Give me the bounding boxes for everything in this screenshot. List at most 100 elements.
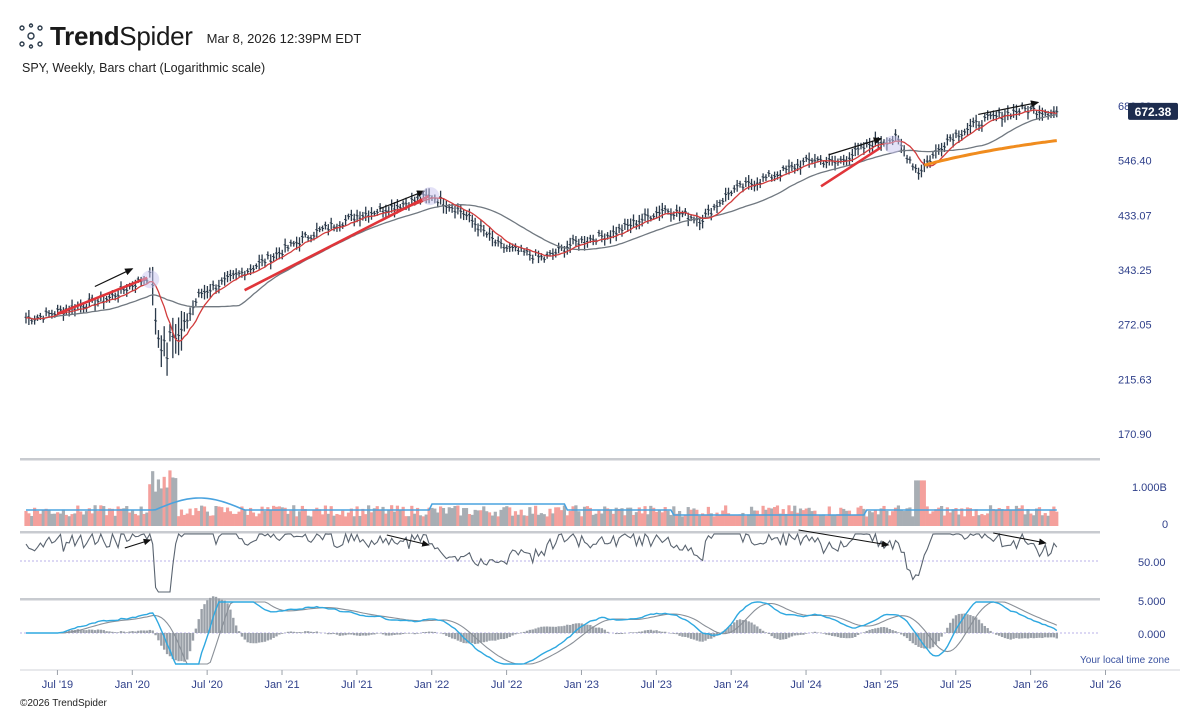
price-bar (859, 142, 863, 150)
macd-histogram-bar (399, 633, 402, 635)
volume-bar (888, 515, 892, 526)
price-bar (200, 288, 204, 299)
volume-bar (513, 511, 518, 526)
price-bar (853, 142, 857, 157)
volume-bar (804, 508, 808, 526)
volume-bar (372, 508, 376, 526)
volume-pane (24, 470, 1059, 526)
macd-histogram-bar (568, 624, 572, 633)
macd-histogram-bar (828, 633, 831, 636)
macd-histogram-bar (450, 633, 454, 639)
local-time-zone-link[interactable]: Your local time zone (1080, 655, 1170, 666)
macd-histogram-bar (82, 629, 85, 633)
price-bar (482, 224, 486, 237)
volume-bar (277, 506, 281, 526)
chart-subtitle: SPY, Weekly, Bars chart (Logarithmic sca… (22, 61, 266, 75)
volume-bar (346, 512, 351, 526)
macd-histogram-bar (902, 633, 906, 637)
volume-bar (620, 508, 624, 526)
macd-histogram-bar (678, 633, 681, 636)
volume-bar (721, 510, 725, 526)
price-bar (951, 133, 955, 148)
price-bar (329, 217, 333, 230)
volume-tick-label: 0 (1162, 519, 1168, 531)
macd-histogram-bar (304, 631, 307, 633)
volume-bar (965, 507, 970, 526)
price-bar (162, 326, 166, 357)
macd-histogram-bar (885, 627, 889, 633)
price-bar (171, 317, 175, 359)
volume-bar (225, 507, 230, 526)
price-bar (847, 152, 851, 166)
macd-histogram-bar (157, 633, 160, 641)
volume-bar (352, 516, 356, 526)
volume-bar (986, 513, 990, 526)
trend-arrow (828, 137, 883, 156)
price-bar (364, 206, 368, 222)
macd-histogram-bar (79, 629, 82, 633)
macd-histogram-bar (914, 633, 917, 646)
macd-histogram-bar (963, 613, 966, 633)
x-tick-label: Jan '23 (564, 679, 599, 691)
price-bar (496, 236, 500, 247)
volume-bar (548, 508, 552, 526)
macd-histogram-bar (148, 629, 151, 633)
price-bar (678, 206, 682, 222)
macd-histogram-bar (845, 633, 848, 639)
volume-bar (603, 506, 607, 526)
volume-bar (139, 506, 143, 526)
volume-bar (709, 513, 713, 526)
macd-histogram-bar (874, 628, 877, 633)
macd-histogram-bar (361, 633, 365, 636)
volume-bar (387, 509, 391, 526)
volume-bar (493, 511, 497, 526)
price-bar (269, 254, 273, 270)
macd-histogram-bar (520, 632, 523, 633)
volume-bar (983, 515, 987, 526)
volume-bar (220, 507, 224, 526)
volume-bar (33, 507, 37, 526)
price-bar (257, 254, 261, 271)
macd-histogram-bar (364, 633, 367, 636)
macd-histogram-bar (471, 633, 474, 644)
macd-histogram-bar (796, 633, 799, 636)
macd-histogram-bar (387, 633, 390, 636)
macd-histogram-bar (298, 631, 301, 633)
volume-bar (179, 509, 184, 526)
macd-histogram-bar (433, 631, 437, 633)
macd-histogram-bar (675, 633, 678, 635)
macd-histogram-bar (404, 633, 408, 634)
macd-histogram-bar (122, 631, 126, 633)
volume-bar (798, 508, 803, 526)
volume-bar (381, 506, 385, 526)
volume-bar (335, 513, 339, 526)
price-bar (499, 238, 503, 249)
macd-histogram-bar (473, 633, 477, 645)
volume-bar (738, 514, 742, 526)
price-bar (179, 310, 183, 351)
price-bar (197, 288, 201, 298)
price-bar (154, 308, 158, 335)
price-bar (591, 234, 595, 246)
volume-bar (623, 515, 627, 526)
volume-bar (487, 512, 492, 526)
macd-histogram-bar (733, 622, 736, 633)
macd-histogram-bar (997, 633, 1001, 636)
macd-histogram-bar (142, 630, 146, 633)
rsi-pane (20, 529, 1098, 593)
macd-histogram-bar (266, 633, 270, 641)
macd-histogram-bar (655, 630, 658, 633)
macd-histogram-bar (1006, 633, 1010, 639)
volume-bar (441, 507, 446, 526)
axes: 689.39546.40433.07343.25272.05215.63170.… (20, 101, 1180, 691)
volume-bar (58, 513, 63, 526)
volume-bar (464, 508, 469, 526)
price-bar (531, 254, 535, 264)
volume-bar (657, 510, 662, 526)
price-bar (315, 222, 319, 239)
volume-bar (257, 513, 261, 526)
macd-histogram-bar (191, 633, 195, 641)
price-bar (1049, 109, 1053, 119)
volume-bar (562, 505, 567, 526)
